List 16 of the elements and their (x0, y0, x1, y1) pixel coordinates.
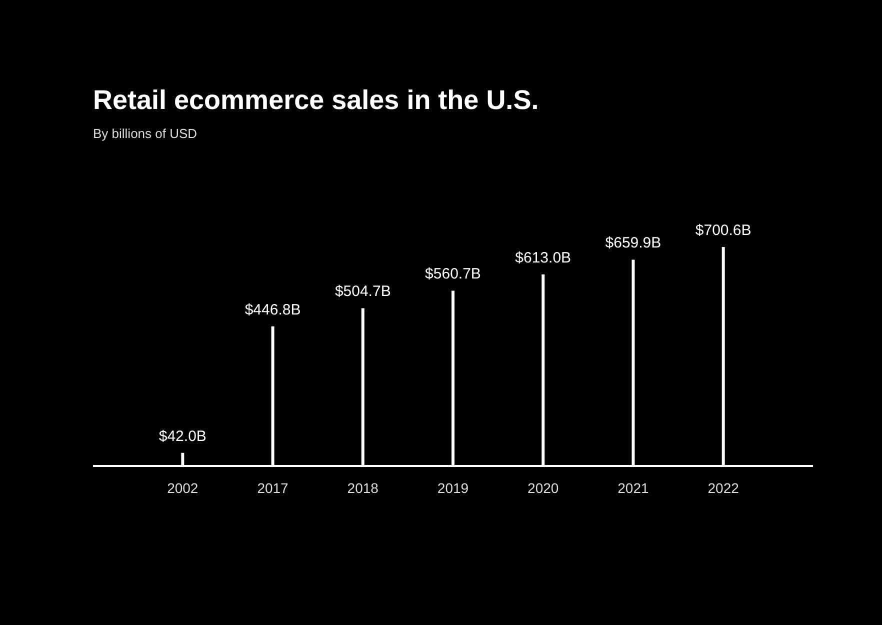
x-tick-label: 2018 (347, 480, 379, 496)
x-tick-label: 2019 (437, 480, 469, 496)
data-label: $560.7B (425, 266, 481, 283)
data-label: $659.9B (605, 234, 662, 252)
chart-subtitle: By billions of USD (93, 126, 198, 141)
x-tick-label: 2020 (528, 480, 559, 496)
data-label: $613.0B (515, 249, 572, 266)
data-label: $42.0B (158, 428, 206, 445)
data-label: $446.8B (244, 301, 301, 318)
x-tick-label: 2021 (618, 480, 650, 496)
x-tick-label: 2022 (708, 480, 740, 496)
x-tick-label: 2002 (167, 480, 198, 496)
data-label: $700.6B (695, 222, 752, 239)
chart-title: Retail ecommerce sales in the U.S. (93, 85, 539, 115)
data-label: $504.7B (334, 283, 391, 300)
x-tick-label: 2017 (257, 480, 289, 496)
